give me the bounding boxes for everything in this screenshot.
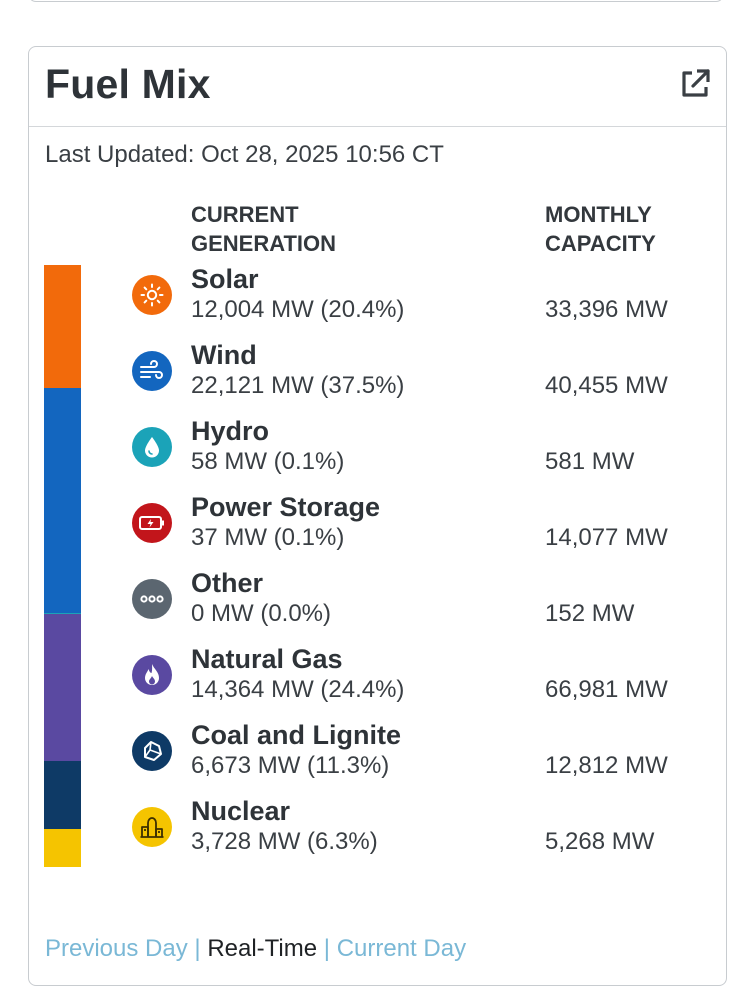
current-day-link[interactable]: Current Day [336, 935, 467, 962]
card-header: Fuel Mix [29, 47, 726, 127]
fuel-row-hydro: Hydro 58 MW (0.1%) 581 MW [29, 416, 726, 493]
fuel-generation: 58 MW (0.1%) [191, 448, 345, 475]
fuel-name: Other [191, 568, 264, 598]
card-title: Fuel Mix [45, 61, 211, 107]
real-time-link[interactable]: Real-Time [207, 935, 318, 962]
fuel-name: Hydro [191, 416, 270, 446]
fuel-generation: 0 MW (0.0%) [191, 600, 332, 627]
fuel-capacity: 152 MW [545, 600, 635, 627]
fuel-name: Coal and Lignite [191, 720, 402, 750]
battery-icon [132, 503, 172, 543]
fuel-generation: 12,004 MW (20.4%) [191, 296, 405, 323]
sun-icon [132, 275, 172, 315]
fuel-capacity: 14,077 MW [545, 524, 668, 551]
fuel-generation: 6,673 MW (11.3%) [191, 752, 390, 779]
fuel-capacity: 66,981 MW [545, 676, 668, 703]
fuel-generation: 3,728 MW (6.3%) [191, 828, 378, 855]
bar-segment-nuclear [44, 829, 81, 867]
previous-card-edge [28, 0, 724, 2]
generation-share-bar [44, 265, 81, 867]
fuel-row-wind: Wind 22,121 MW (37.5%) 40,455 MW [29, 340, 726, 417]
bar-segment-wind [44, 387, 81, 614]
fuel-row-coal-and-lignite: Coal and Lignite 6,673 MW (11.3%) 12,812 M… [29, 720, 726, 797]
wind-icon [132, 351, 172, 391]
nav-separator: | [194, 935, 201, 962]
fuel-row-natural-gas: Natural Gas 14,364 MW (24.4%) 66,981 MW [29, 644, 726, 721]
fuel-mix-card: Fuel Mix Last Updated: Oct 28, 2025 10:5… [28, 46, 727, 986]
day-selector: Previous Day | Real-Time | Current Day [45, 935, 466, 963]
fuel-capacity: 12,812 MW [545, 752, 668, 779]
fuel-capacity: 40,455 MW [545, 372, 668, 399]
nuclear-plant-icon [132, 807, 172, 847]
fuel-row-solar: Solar 12,004 MW (20.4%) 33,396 MW [29, 264, 726, 341]
bar-segment-natural-gas [44, 614, 81, 762]
external-link-icon[interactable] [678, 67, 712, 101]
fuel-capacity: 581 MW [545, 448, 635, 475]
fuel-row-other: Other 0 MW (0.0%) 152 MW [29, 568, 726, 645]
fuel-generation: 22,121 MW (37.5%) [191, 372, 405, 399]
fuel-name: Power Storage [191, 492, 381, 522]
ellipsis-icon [132, 579, 172, 619]
bar-segment-hydro [44, 613, 81, 614]
fuel-generation: 37 MW (0.1%) [191, 524, 345, 551]
fuel-capacity: 33,396 MW [545, 296, 668, 323]
bar-segment-solar [44, 265, 81, 388]
current-generation-header: CURRENT GENERATION [191, 202, 337, 256]
water-drop-icon [132, 427, 172, 467]
coal-icon [132, 731, 172, 771]
nav-separator: | [323, 935, 331, 962]
fuel-capacity: 5,268 MW [545, 828, 655, 855]
fuel-name: Natural Gas [191, 644, 343, 674]
bar-segment-power-storage [44, 613, 81, 615]
bar-segment-coal-and-lignite [44, 761, 81, 830]
fuel-name: Wind [191, 340, 257, 370]
fuel-name: Nuclear [191, 796, 291, 826]
fuel-row-power-storage: Power Storage 37 MW (0.1%) 14,077 MW [29, 492, 726, 569]
flame-icon [132, 655, 172, 695]
fuel-generation: 14,364 MW (24.4%) [191, 676, 405, 703]
fuel-row-nuclear: Nuclear 3,728 MW (6.3%) 5,268 MW [29, 796, 726, 873]
monthly-capacity-header: MONTHLY CAPACITY [545, 202, 656, 256]
fuel-name: Solar [191, 264, 259, 294]
last-updated: Last Updated: Oct 28, 2025 10:56 CT [45, 141, 444, 168]
previous-day-link[interactable]: Previous Day [45, 935, 188, 962]
